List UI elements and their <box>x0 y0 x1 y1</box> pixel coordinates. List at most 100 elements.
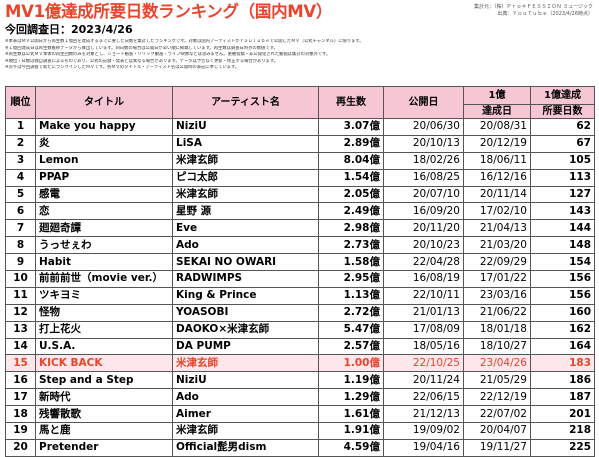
cell-views: 1.13億 <box>318 286 384 305</box>
cell-published: 16/08/25 <box>383 168 464 187</box>
cell-rank: 16 <box>5 371 36 390</box>
cell-reached: 18/10/27 <box>463 337 531 356</box>
cell-reached: 18/01/18 <box>463 320 531 339</box>
table-row: 9 Habit SEKAI NO OWARI 1.58億 22/04/28 22/09/2… <box>5 253 595 272</box>
cell-artist: Eve <box>172 219 319 238</box>
cell-rank: 1 <box>5 118 36 136</box>
header-published: 公開日 <box>383 86 464 119</box>
cell-artist: Aimer <box>172 405 319 424</box>
cell-views: 3.07億 <box>318 118 384 136</box>
table-row: 18 残響散歌 Aimer 1.61億 21/12/13 22/07/02 201 <box>5 405 595 424</box>
cell-days: 201 <box>530 405 595 424</box>
cell-reached: 21/05/29 <box>463 371 531 390</box>
cell-rank: 6 <box>5 202 36 221</box>
cell-artist: 米津玄師 <box>172 185 319 204</box>
cell-days: 67 <box>530 134 595 153</box>
cell-published: 16/09/20 <box>383 202 464 221</box>
cell-days: 162 <box>530 320 595 339</box>
cell-published: 20/06/30 <box>383 118 464 136</box>
cell-views: 1.61億 <box>318 405 384 424</box>
cell-artist: SEKAI NO OWARI <box>172 253 319 272</box>
cell-rank: 8 <box>5 236 36 255</box>
table-row: 15 KICK BACK 米津玄師 1.00億 22/10/25 23/04/26 183 <box>5 354 595 373</box>
cell-title: 感電 <box>35 185 173 204</box>
cell-reached: 21/03/20 <box>463 236 531 255</box>
cell-rank: 10 <box>5 270 36 288</box>
cell-published: 22/10/11 <box>383 286 464 305</box>
cell-title: ツキヨミ <box>35 286 173 305</box>
note-line: ※赤字は今回調査で新たにランクインしたＭＶです。各ＭＶのタイトル・アーティスト名… <box>5 65 240 71</box>
cell-views: 5.47億 <box>318 320 384 339</box>
table-row: 12 怪物 YOASOBI 2.72億 21/01/13 21/06/22 160 <box>5 303 595 322</box>
cell-published: 22/10/25 <box>383 354 464 373</box>
cell-reached: 22/09/29 <box>463 253 531 272</box>
notes-block: ※本表はＭＶ公開日から再生数１億回を達成するまでに要した日数を集計したランキング… <box>5 39 595 72</box>
table-row: 3 Lemon 米津玄師 8.04億 18/02/26 18/06/11 105 <box>5 151 595 170</box>
cell-published: 20/11/24 <box>383 371 464 390</box>
credit-line: 出典：ＹｏｕＴｕｂｅ（2023/4/26時点） <box>497 11 593 17</box>
cell-views: 1.91億 <box>318 422 384 440</box>
table-row: 14 U.S.A. DA PUMP 2.57億 18/05/16 18/10/27 164 <box>5 337 595 356</box>
cell-published: 16/08/19 <box>383 270 464 288</box>
cell-days: 156 <box>530 270 595 288</box>
cell-views: 1.00億 <box>318 354 384 373</box>
cell-rank: 19 <box>5 422 36 440</box>
cell-reached: 23/03/16 <box>463 286 531 305</box>
ranking-table: 順位 タイトル アーティスト名 再生数 公開日 1億 1億達成 達成日 所要日数… <box>5 86 595 457</box>
cell-published: 20/11/20 <box>383 219 464 238</box>
cell-title: U.S.A. <box>35 337 173 356</box>
cell-published: 18/05/16 <box>383 337 464 356</box>
cell-reached: 20/12/19 <box>463 134 531 153</box>
cell-artist: RADWIMPS <box>172 270 319 288</box>
cell-reached: 20/08/31 <box>463 118 531 136</box>
table-row: 17 新時代 Ado 1.29億 22/06/15 22/12/19 187 <box>5 388 595 407</box>
cell-views: 2.89億 <box>318 134 384 153</box>
table-row: 10 前前前世（movie ver.） RADWIMPS 2.95億 16/08/19 1… <box>5 270 595 288</box>
cell-views: 2.72億 <box>318 303 384 322</box>
cell-rank: 3 <box>5 151 36 170</box>
cell-reached: 16/12/16 <box>463 168 531 187</box>
cell-published: 17/08/09 <box>383 320 464 339</box>
header-rank: 順位 <box>5 86 36 119</box>
cell-rank: 9 <box>5 253 36 272</box>
cell-days: 154 <box>530 253 595 272</box>
cell-published: 20/07/10 <box>383 185 464 204</box>
cell-title: 残響散歌 <box>35 405 173 424</box>
table-row: 2 炎 LiSA 2.89億 20/10/13 20/12/19 67 <box>5 134 595 153</box>
cell-days: 164 <box>530 337 595 356</box>
cell-title: 馬と鹿 <box>35 422 173 440</box>
cell-published: 20/10/13 <box>383 134 464 153</box>
note-line: ※１億回達成日は再生数推移データから算出しています。同日数の場合は公開日が早い順… <box>5 45 278 51</box>
cell-title: 打上花火 <box>35 320 173 339</box>
cell-title: うっせぇわ <box>35 236 173 255</box>
cell-title: PPAP <box>35 168 173 187</box>
cell-days: 218 <box>530 422 595 440</box>
cell-views: 8.04億 <box>318 151 384 170</box>
cell-views: 1.58億 <box>318 253 384 272</box>
cell-views: 1.19億 <box>318 371 384 390</box>
cell-days: 105 <box>530 151 595 170</box>
cell-rank: 11 <box>5 286 36 305</box>
note-line: ※再生数は公式ＭＶ本体の再生回数のみを対象とし、ショート動画・リリック動画・ライ… <box>5 52 331 58</box>
cell-published: 22/04/28 <box>383 253 464 272</box>
cell-views: 2.98億 <box>318 219 384 238</box>
table-row: 5 感電 米津玄師 2.05億 20/07/10 20/11/14 127 <box>5 185 595 204</box>
table-row: 16 Step and a Step NiziU 1.19億 20/11/24 21/05… <box>5 371 595 390</box>
cell-artist: LiSA <box>172 134 319 153</box>
cell-artist: ピコ太郎 <box>172 168 319 187</box>
cell-title: 炎 <box>35 134 173 153</box>
cell-rank: 5 <box>5 185 36 204</box>
cell-artist: Ado <box>172 388 319 407</box>
cell-days: 186 <box>530 371 595 390</box>
table-row: 11 ツキヨミ King & Prince 1.13億 22/10/11 23/03/16… <box>5 286 595 305</box>
cell-views: 2.49億 <box>318 202 384 221</box>
cell-published: 20/10/23 <box>383 236 464 255</box>
cell-views: 2.05億 <box>318 185 384 204</box>
cell-artist: NiziU <box>172 371 319 390</box>
header-reach-top: 1億 <box>463 86 531 105</box>
cell-days: 148 <box>530 236 595 255</box>
cell-views: 1.29億 <box>318 388 384 407</box>
cell-rank: 12 <box>5 303 36 322</box>
cell-title: Make you happy <box>35 118 173 136</box>
cell-days: 156 <box>530 286 595 305</box>
